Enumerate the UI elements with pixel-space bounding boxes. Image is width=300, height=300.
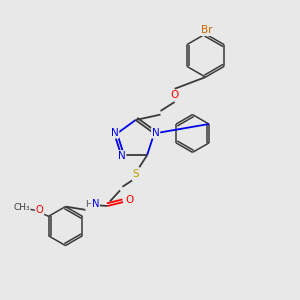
Text: N: N — [152, 128, 160, 138]
Text: N: N — [111, 128, 119, 138]
Text: O: O — [36, 205, 43, 215]
Text: S: S — [132, 169, 139, 179]
Text: CH₃: CH₃ — [13, 203, 30, 212]
Text: Br: Br — [201, 25, 213, 35]
Text: O: O — [125, 195, 133, 205]
Text: O: O — [170, 90, 179, 100]
Text: H: H — [85, 200, 92, 209]
Text: N: N — [92, 200, 99, 209]
Text: N: N — [118, 151, 126, 161]
